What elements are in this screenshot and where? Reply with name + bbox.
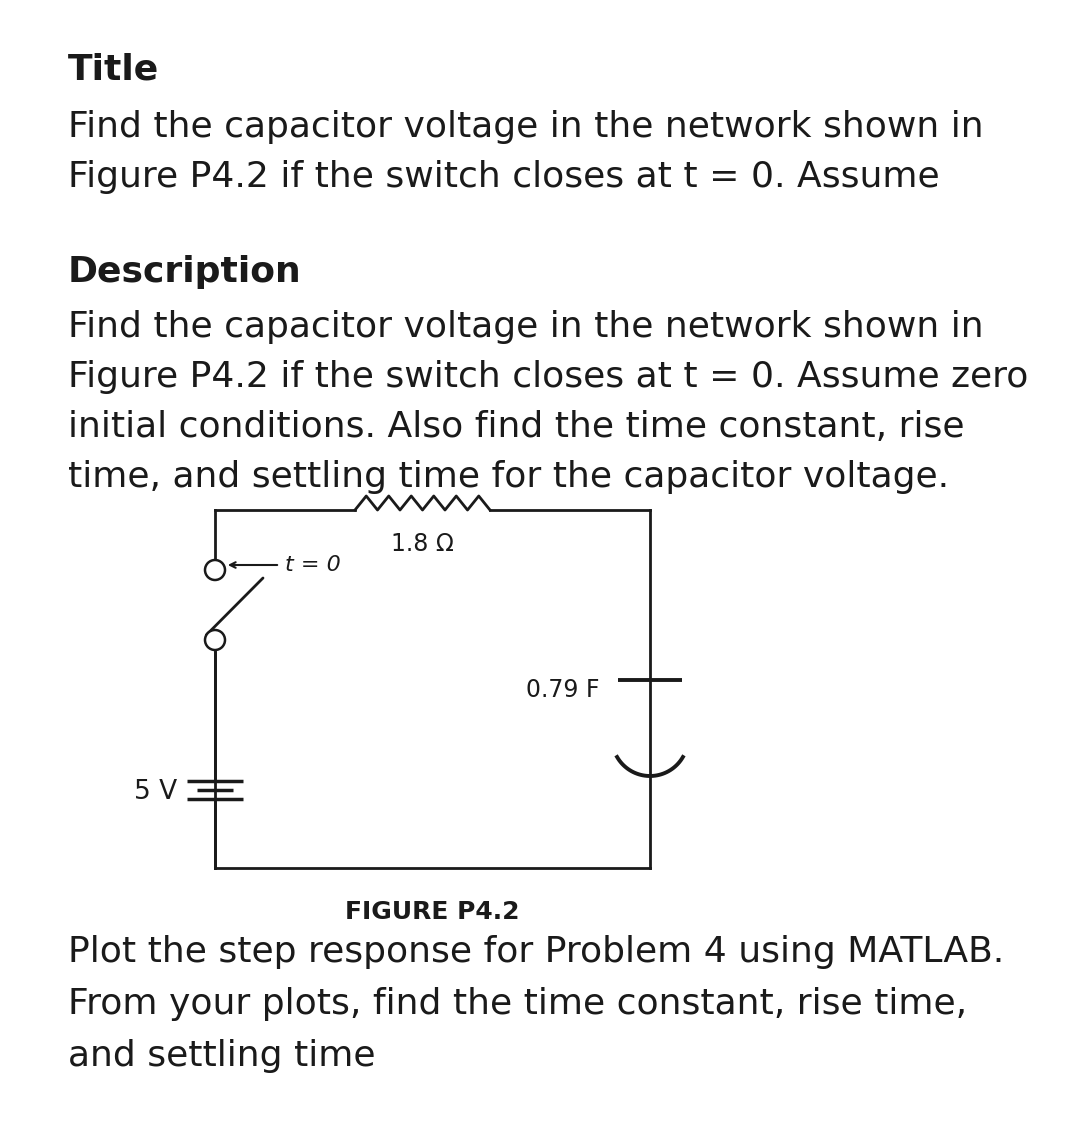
Text: initial conditions. Also find the time constant, rise: initial conditions. Also find the time c… xyxy=(68,410,964,444)
Text: FIGURE P4.2: FIGURE P4.2 xyxy=(345,900,520,924)
Text: 1.8 Ω: 1.8 Ω xyxy=(391,532,454,556)
Circle shape xyxy=(206,630,225,650)
Text: Title: Title xyxy=(68,51,159,86)
Circle shape xyxy=(206,561,225,580)
Text: and settling time: and settling time xyxy=(68,1039,376,1073)
Text: Find the capacitor voltage in the network shown in: Find the capacitor voltage in the networ… xyxy=(68,310,983,344)
Text: From your plots, find the time constant, rise time,: From your plots, find the time constant,… xyxy=(68,987,967,1020)
Text: Plot the step response for Problem 4 using MATLAB.: Plot the step response for Problem 4 usi… xyxy=(68,935,1004,969)
Text: Description: Description xyxy=(68,255,301,289)
Text: Figure P4.2 if the switch closes at t = 0. Assume zero: Figure P4.2 if the switch closes at t = … xyxy=(68,360,1029,394)
Text: t = 0: t = 0 xyxy=(285,555,341,575)
Text: time, and settling time for the capacitor voltage.: time, and settling time for the capacito… xyxy=(68,460,949,494)
Text: 0.79 F: 0.79 F xyxy=(526,678,600,702)
Text: Figure P4.2 if the switch closes at t = 0. Assume: Figure P4.2 if the switch closes at t = … xyxy=(68,160,939,194)
Text: 5 V: 5 V xyxy=(133,779,176,805)
Text: Find the capacitor voltage in the network shown in: Find the capacitor voltage in the networ… xyxy=(68,110,983,144)
